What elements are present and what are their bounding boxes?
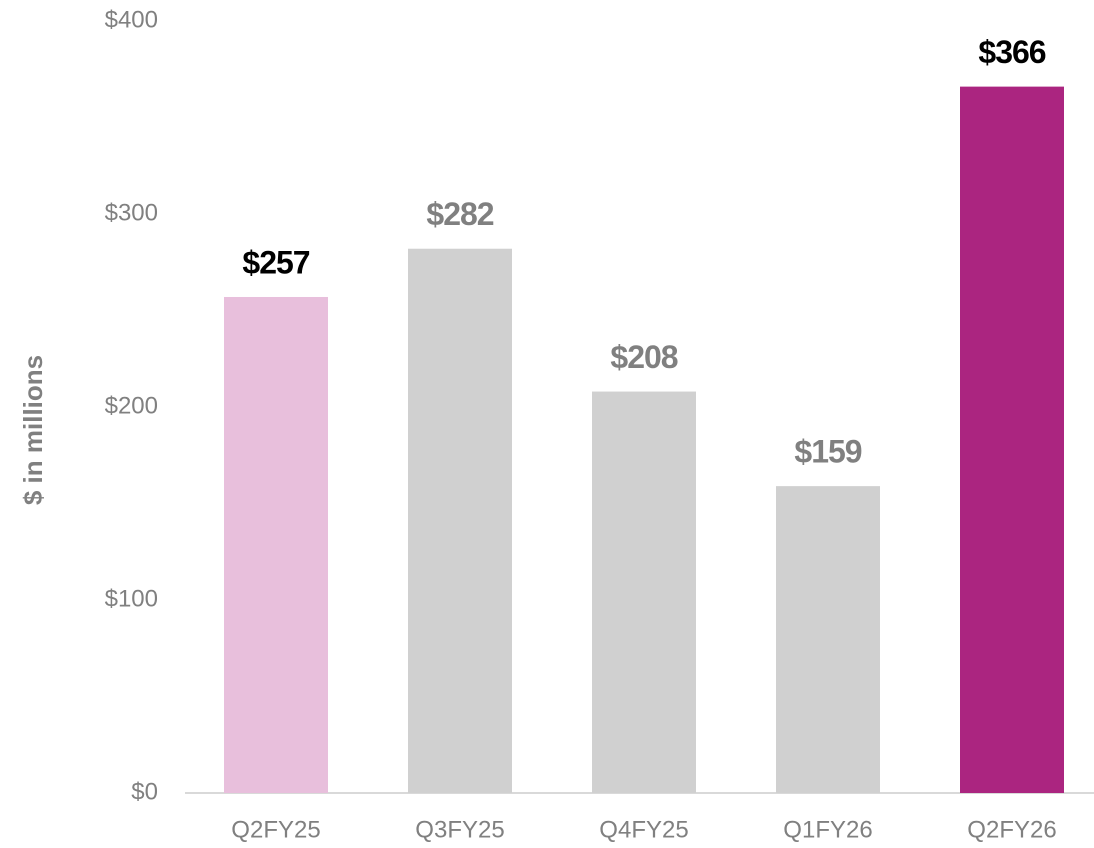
value-label: $208 bbox=[610, 339, 677, 375]
x-tick-label: Q3FY25 bbox=[415, 816, 504, 843]
x-tick-label: Q1FY26 bbox=[783, 816, 872, 843]
value-label: $257 bbox=[242, 244, 309, 280]
y-tick-label: $100 bbox=[105, 585, 158, 612]
bar bbox=[776, 486, 880, 793]
bar bbox=[224, 296, 328, 793]
x-tick-label: Q4FY25 bbox=[599, 816, 688, 843]
bar bbox=[408, 248, 512, 794]
x-tick-label: Q2FY25 bbox=[231, 816, 320, 843]
bar bbox=[960, 86, 1064, 794]
y-tick-label: $200 bbox=[105, 392, 158, 419]
y-tick-label: $300 bbox=[105, 199, 158, 226]
y-axis-label: $ in millions bbox=[18, 355, 48, 505]
bar bbox=[592, 391, 696, 793]
value-label: $159 bbox=[794, 434, 861, 470]
y-tick-label: $0 bbox=[131, 778, 158, 805]
value-label: $282 bbox=[426, 196, 493, 232]
y-tick-label: $400 bbox=[105, 6, 158, 33]
x-tick-label: Q2FY26 bbox=[967, 816, 1056, 843]
value-label: $366 bbox=[978, 34, 1045, 70]
